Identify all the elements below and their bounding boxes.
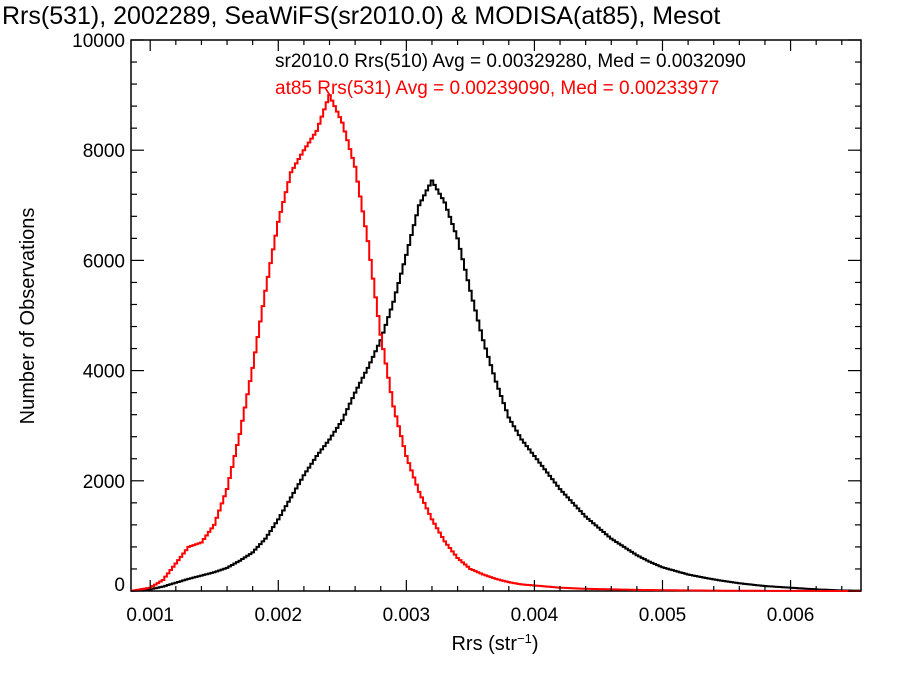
histogram-series-1: [131, 94, 861, 592]
chart-title: Rrs(531), 2002289, SeaWiFS(sr2010.0) & M…: [2, 2, 720, 30]
x-tick-label: 0.005: [639, 605, 687, 626]
histogram-curves: [131, 94, 861, 592]
stats-annotation-1: at85 Rrs(531) Avg = 0.00239090, Med = 0.…: [275, 78, 719, 99]
x-tick-label: 0.002: [255, 605, 303, 626]
y-tick-label: 6000: [83, 251, 125, 272]
axis-tick-labels: 0.001 0.002 0.003 0.004 0.005 0.006 0 2000 4000 6…: [72, 31, 814, 626]
y-tick-label: 0: [114, 575, 125, 596]
x-axis-label: Rrs (str−1): [451, 631, 538, 656]
x-tick-label: 0.001: [126, 605, 174, 626]
axis-ticks: [131, 39, 861, 592]
x-tick-label: 0.003: [383, 605, 431, 626]
histogram-series-0: [131, 179, 861, 592]
y-axis-label: Number of Observations: [17, 208, 39, 425]
y-tick-label: 2000: [83, 472, 125, 493]
stats-annotation-0: sr2010.0 Rrs(510) Avg = 0.00329280, Med …: [275, 51, 746, 72]
x-axis-label-close: ): [532, 633, 539, 655]
y-tick-label: 8000: [83, 141, 125, 162]
x-tick-label: 0.006: [767, 605, 815, 626]
x-axis-label-main: Rrs (str: [451, 633, 517, 655]
y-tick-label: 10000: [72, 31, 125, 52]
x-axis-label-superscript: −1: [517, 631, 532, 646]
plot-frame: [130, 39, 862, 592]
x-tick-label: 0.004: [511, 605, 559, 626]
y-tick-label: 4000: [83, 362, 125, 383]
stats-annotations: sr2010.0 Rrs(510) Avg = 0.00329280, Med …: [275, 51, 746, 99]
